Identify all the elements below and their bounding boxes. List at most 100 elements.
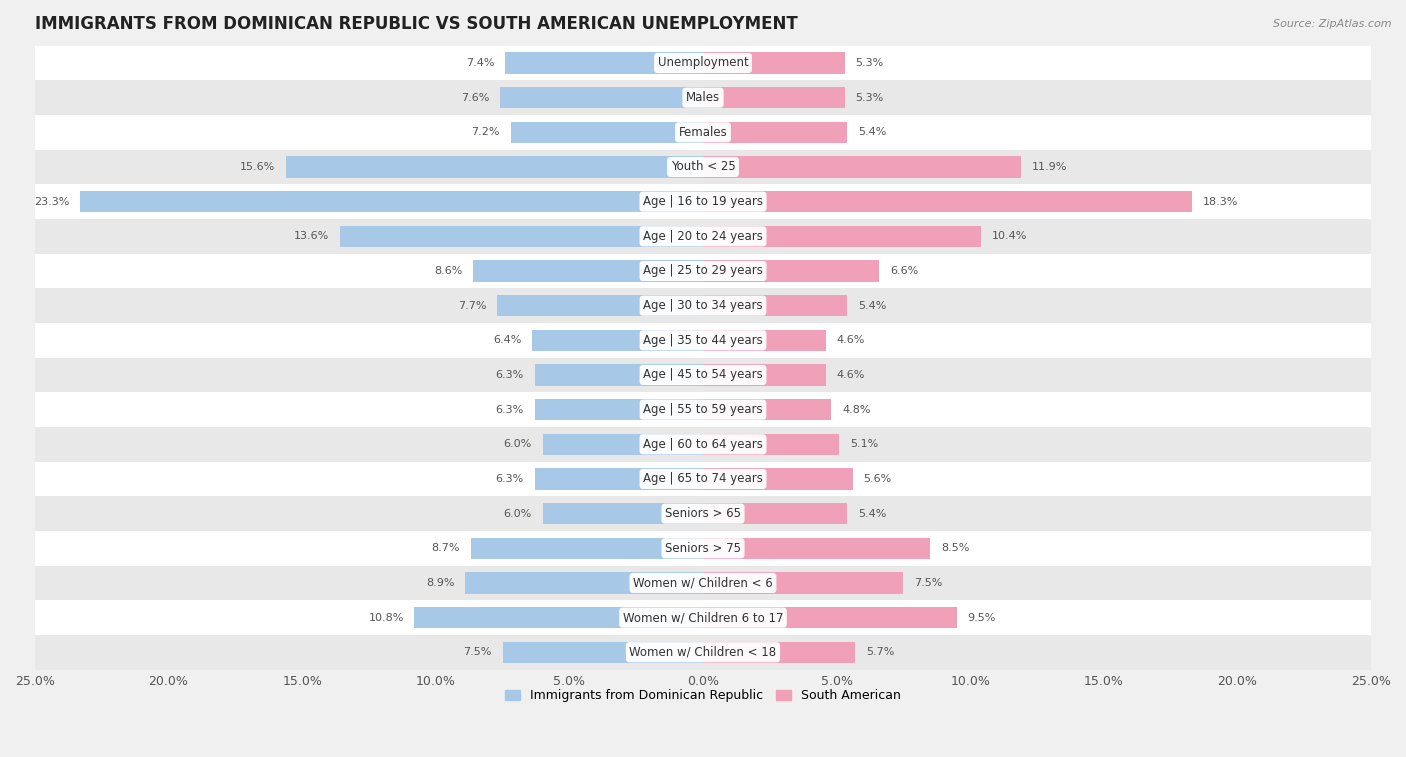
Bar bbox=[534, 399, 703, 420]
Bar bbox=[703, 87, 845, 108]
Bar bbox=[703, 260, 879, 282]
Bar bbox=[35, 115, 1371, 150]
Text: 6.6%: 6.6% bbox=[890, 266, 918, 276]
Text: 5.6%: 5.6% bbox=[863, 474, 891, 484]
Bar bbox=[35, 462, 1371, 497]
Bar bbox=[543, 503, 703, 525]
Text: Unemployment: Unemployment bbox=[658, 57, 748, 70]
Text: 6.4%: 6.4% bbox=[494, 335, 522, 345]
Bar bbox=[498, 295, 703, 316]
Bar bbox=[703, 156, 1021, 178]
Bar bbox=[703, 399, 831, 420]
Bar bbox=[510, 122, 703, 143]
Text: 9.5%: 9.5% bbox=[967, 612, 995, 622]
Text: Age | 55 to 59 years: Age | 55 to 59 years bbox=[643, 403, 763, 416]
Text: 7.4%: 7.4% bbox=[465, 58, 495, 68]
Text: 6.0%: 6.0% bbox=[503, 439, 531, 450]
Bar bbox=[35, 45, 1371, 80]
Bar bbox=[505, 52, 703, 73]
Bar bbox=[703, 329, 825, 351]
Bar bbox=[35, 565, 1371, 600]
Bar bbox=[543, 434, 703, 455]
Text: 13.6%: 13.6% bbox=[294, 232, 329, 241]
Bar bbox=[35, 323, 1371, 357]
Text: 5.4%: 5.4% bbox=[858, 509, 886, 519]
Bar bbox=[80, 191, 703, 213]
Bar bbox=[35, 184, 1371, 219]
Bar bbox=[35, 219, 1371, 254]
Bar bbox=[35, 357, 1371, 392]
Text: 5.3%: 5.3% bbox=[855, 92, 883, 103]
Bar bbox=[703, 607, 957, 628]
Bar bbox=[703, 226, 981, 247]
Text: 5.1%: 5.1% bbox=[851, 439, 879, 450]
Text: 7.2%: 7.2% bbox=[471, 127, 501, 137]
Bar bbox=[340, 226, 703, 247]
Bar bbox=[35, 392, 1371, 427]
Bar bbox=[703, 52, 845, 73]
Bar bbox=[465, 572, 703, 593]
Bar bbox=[703, 434, 839, 455]
Text: 23.3%: 23.3% bbox=[34, 197, 70, 207]
Text: 5.4%: 5.4% bbox=[858, 301, 886, 310]
Text: 5.4%: 5.4% bbox=[858, 127, 886, 137]
Text: Females: Females bbox=[679, 126, 727, 139]
Text: Women w/ Children < 18: Women w/ Children < 18 bbox=[630, 646, 776, 659]
Bar bbox=[471, 537, 703, 559]
Bar bbox=[287, 156, 703, 178]
Bar bbox=[703, 295, 848, 316]
Bar bbox=[35, 80, 1371, 115]
Text: Age | 30 to 34 years: Age | 30 to 34 years bbox=[643, 299, 763, 312]
Bar bbox=[534, 469, 703, 490]
Text: 7.7%: 7.7% bbox=[458, 301, 486, 310]
Bar bbox=[534, 364, 703, 386]
Text: 8.6%: 8.6% bbox=[434, 266, 463, 276]
Text: 18.3%: 18.3% bbox=[1202, 197, 1239, 207]
Bar bbox=[502, 641, 703, 663]
Text: 4.6%: 4.6% bbox=[837, 335, 865, 345]
Text: Seniors > 65: Seniors > 65 bbox=[665, 507, 741, 520]
Text: 4.8%: 4.8% bbox=[842, 405, 870, 415]
Text: 4.6%: 4.6% bbox=[837, 370, 865, 380]
Text: Age | 35 to 44 years: Age | 35 to 44 years bbox=[643, 334, 763, 347]
Bar bbox=[35, 531, 1371, 565]
Text: Source: ZipAtlas.com: Source: ZipAtlas.com bbox=[1274, 19, 1392, 29]
Bar bbox=[703, 191, 1192, 213]
Text: Youth < 25: Youth < 25 bbox=[671, 160, 735, 173]
Bar bbox=[703, 537, 931, 559]
Bar bbox=[35, 150, 1371, 184]
Bar bbox=[415, 607, 703, 628]
Bar bbox=[35, 254, 1371, 288]
Text: IMMIGRANTS FROM DOMINICAN REPUBLIC VS SOUTH AMERICAN UNEMPLOYMENT: IMMIGRANTS FROM DOMINICAN REPUBLIC VS SO… bbox=[35, 15, 797, 33]
Text: 8.9%: 8.9% bbox=[426, 578, 454, 588]
Bar bbox=[35, 600, 1371, 635]
Bar bbox=[501, 87, 703, 108]
Text: 10.8%: 10.8% bbox=[368, 612, 404, 622]
Text: Males: Males bbox=[686, 91, 720, 104]
Text: 6.0%: 6.0% bbox=[503, 509, 531, 519]
Bar bbox=[703, 364, 825, 386]
Bar bbox=[35, 635, 1371, 670]
Bar bbox=[703, 503, 848, 525]
Text: Age | 60 to 64 years: Age | 60 to 64 years bbox=[643, 438, 763, 450]
Text: Age | 20 to 24 years: Age | 20 to 24 years bbox=[643, 230, 763, 243]
Bar bbox=[35, 288, 1371, 323]
Text: 7.6%: 7.6% bbox=[461, 92, 489, 103]
Text: Women w/ Children < 6: Women w/ Children < 6 bbox=[633, 576, 773, 590]
Text: 8.5%: 8.5% bbox=[941, 544, 969, 553]
Bar bbox=[531, 329, 703, 351]
Text: 6.3%: 6.3% bbox=[496, 405, 524, 415]
Text: Age | 25 to 29 years: Age | 25 to 29 years bbox=[643, 264, 763, 278]
Bar bbox=[35, 427, 1371, 462]
Text: 6.3%: 6.3% bbox=[496, 474, 524, 484]
Bar bbox=[703, 641, 855, 663]
Text: Age | 45 to 54 years: Age | 45 to 54 years bbox=[643, 369, 763, 382]
Legend: Immigrants from Dominican Republic, South American: Immigrants from Dominican Republic, Sout… bbox=[501, 684, 905, 707]
Text: Women w/ Children 6 to 17: Women w/ Children 6 to 17 bbox=[623, 611, 783, 624]
Text: 7.5%: 7.5% bbox=[464, 647, 492, 657]
Bar bbox=[703, 469, 852, 490]
Text: Seniors > 75: Seniors > 75 bbox=[665, 542, 741, 555]
Text: Age | 65 to 74 years: Age | 65 to 74 years bbox=[643, 472, 763, 485]
Text: 10.4%: 10.4% bbox=[991, 232, 1026, 241]
Bar bbox=[35, 497, 1371, 531]
